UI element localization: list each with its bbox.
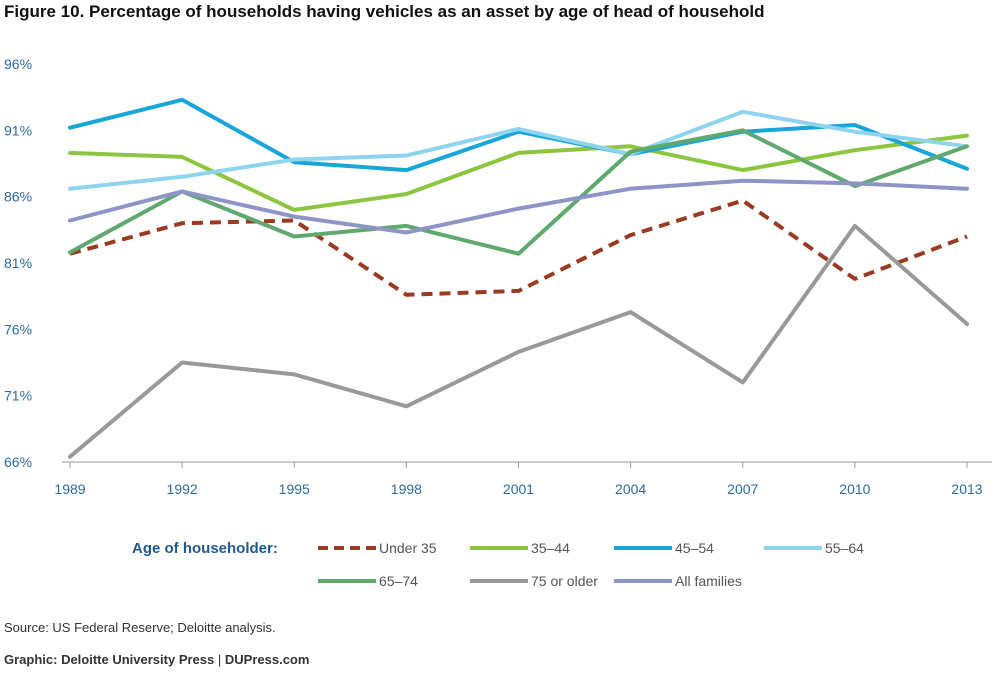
legend-label: 75 or older	[531, 573, 598, 589]
series-line-75-or-older	[68, 223, 969, 459]
legend-label: 45–54	[675, 540, 714, 556]
credit-separator: |	[217, 652, 222, 667]
series-line-45-54	[68, 97, 969, 173]
series-lines	[68, 97, 969, 459]
legend-label: 65–74	[379, 573, 418, 589]
graphic-credit: Graphic: Deloitte University Press | DUP…	[4, 652, 309, 667]
x-tick-label: 2001	[503, 481, 534, 497]
legend: Age of householder: Under 35 35–44 45–54 55–…	[132, 540, 864, 589]
series-line-55-64	[68, 109, 969, 191]
legend-label: 55–64	[825, 540, 864, 556]
y-tick-label: 81%	[4, 255, 32, 271]
y-tick-label: 96%	[4, 56, 32, 72]
y-tick-label: 71%	[4, 388, 32, 404]
x-tick-label: 2010	[839, 481, 870, 497]
y-tick-label: 66%	[4, 454, 32, 470]
y-tick-label: 86%	[4, 189, 32, 205]
x-tick-label: 1998	[391, 481, 422, 497]
x-tick-label: 2013	[951, 481, 982, 497]
x-tick-label: 1995	[279, 481, 310, 497]
source-note: Source: US Federal Reserve; Deloitte ana…	[4, 620, 276, 635]
x-axis: 1989 1992 1995 1998 2001 2004 2007 2010 2013	[54, 461, 992, 497]
graphic-credit-text: Graphic: Deloitte University Press	[4, 652, 215, 667]
line-chart: 96% 91% 86% 81% 76% 71% 66% 1989 1992 1995 1998 20…	[4, 56, 992, 589]
series-line-35-44	[68, 133, 969, 212]
y-tick-label: 76%	[4, 321, 32, 337]
credit-site: DUPress.com	[224, 652, 310, 667]
y-axis: 96% 91% 86% 81% 76% 71% 66%	[4, 56, 32, 470]
series-line-65-74	[68, 128, 969, 256]
x-tick-label: 2007	[727, 481, 758, 497]
legend-label: Under 35	[379, 540, 437, 556]
y-tick-label: 91%	[4, 122, 32, 138]
x-tick-label: 2004	[615, 481, 646, 497]
legend-title: Age of householder:	[132, 540, 278, 557]
x-tick-label: 1989	[54, 481, 85, 497]
series-line-under-35	[69, 198, 968, 297]
legend-label: 35–44	[531, 540, 570, 556]
x-tick-label: 1992	[167, 481, 198, 497]
chart-title: Figure 10. Percentage of households havi…	[4, 2, 765, 21]
series-line-all-families	[68, 178, 969, 235]
legend-label: All families	[675, 573, 742, 589]
